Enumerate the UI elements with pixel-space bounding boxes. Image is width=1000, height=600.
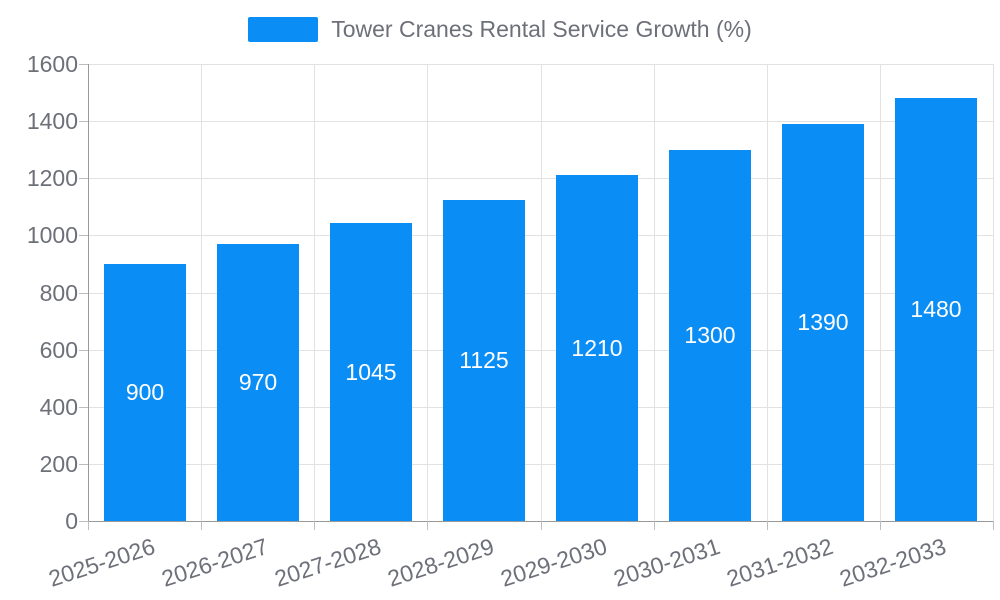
bar-2031-2032[interactable]: 1390 (782, 124, 864, 521)
x-axis-tick-label: 2027-2028 (271, 533, 385, 592)
y-axis-tick-label: 1000 (26, 222, 78, 248)
bar-2028-2029[interactable]: 1125 (443, 200, 525, 521)
x-axis-tick (541, 521, 542, 530)
legend-label: Tower Cranes Rental Service Growth (%) (331, 16, 752, 42)
x-axis-tick-label: 2029-2030 (497, 533, 611, 592)
gridline-vertical (993, 64, 994, 521)
bar-value-label: 1045 (345, 358, 397, 385)
bar-value-label: 1480 (910, 296, 962, 322)
gridline-horizontal (88, 121, 993, 123)
bar-value-label: 1390 (797, 309, 849, 335)
y-axis-tick-label: 200 (39, 451, 78, 477)
gridline-horizontal (88, 292, 993, 294)
y-axis-tick (79, 235, 88, 236)
gridline-horizontal (88, 349, 993, 351)
y-axis-tick-label: 800 (39, 280, 78, 306)
bar-value-label: 1300 (684, 322, 736, 348)
y-axis-tick-label: 1400 (26, 108, 78, 134)
bar-value-label: 1125 (459, 347, 509, 373)
y-axis-tick (79, 521, 88, 522)
gridline-horizontal (88, 178, 993, 180)
y-axis-tick (79, 64, 88, 65)
plot-area: 900 970 1045 1125 1210 1300 1390 1480 (88, 64, 994, 522)
x-axis-tick (654, 521, 655, 530)
y-axis-tick-label: 0 (65, 508, 78, 534)
gridline-horizontal (88, 406, 993, 408)
y-axis-tick-label: 1600 (26, 51, 78, 77)
gridline-vertical (767, 64, 768, 521)
legend-item[interactable]: Tower Cranes Rental Service Growth (%) (0, 16, 1000, 43)
y-axis-tick (79, 464, 88, 465)
x-axis-tick (880, 521, 881, 530)
x-axis-tick (427, 521, 428, 530)
gridline-vertical (541, 64, 542, 521)
y-axis-tick (79, 293, 88, 294)
y-axis-tick-label: 1200 (26, 165, 78, 191)
gridline-horizontal (88, 463, 993, 465)
x-axis-tick-label: 2028-2029 (384, 533, 498, 592)
y-axis-line (88, 64, 89, 521)
y-axis-tick-label: 400 (39, 394, 78, 420)
gridline-vertical (880, 64, 881, 521)
gridline-vertical (427, 64, 428, 521)
x-axis-line (88, 521, 993, 522)
gridline-vertical (201, 64, 202, 521)
y-axis-tick (79, 407, 88, 408)
x-axis-tick-label: 2026-2027 (158, 533, 272, 592)
bar-value-label: 900 (125, 379, 165, 405)
bar-2032-2033[interactable]: 1480 (895, 98, 977, 521)
x-axis-tick (767, 521, 768, 530)
gridline-horizontal (88, 235, 993, 237)
x-axis-tick-label: 2030-2031 (610, 533, 724, 592)
bar-2029-2030[interactable]: 1210 (556, 175, 638, 521)
gridline-vertical (654, 64, 655, 521)
bar-2030-2031[interactable]: 1300 (669, 150, 751, 521)
gridline-vertical (314, 64, 315, 521)
bar-value-label: 1210 (571, 334, 623, 361)
bar-2027-2028[interactable]: 1045 (330, 223, 412, 521)
x-axis-tick-label: 2031-2032 (723, 533, 837, 592)
bar-value-label: 970 (238, 369, 278, 395)
x-axis-tick (993, 521, 994, 530)
y-axis-tick (79, 350, 88, 351)
gridline-horizontal (88, 64, 993, 65)
bar-2025-2026[interactable]: 900 (104, 264, 186, 521)
x-axis-tick (314, 521, 315, 530)
x-axis-tick (88, 521, 89, 530)
x-axis-tick-label: 2025-2026 (45, 533, 159, 592)
x-axis-tick-label: 2032-2033 (836, 533, 950, 592)
bar-2026-2027[interactable]: 970 (217, 244, 299, 521)
y-axis-tick (79, 178, 88, 179)
legend-swatch-icon (248, 17, 319, 42)
y-axis-tick-label: 600 (39, 337, 78, 363)
y-axis-tick (79, 121, 88, 122)
x-axis-tick (201, 521, 202, 530)
